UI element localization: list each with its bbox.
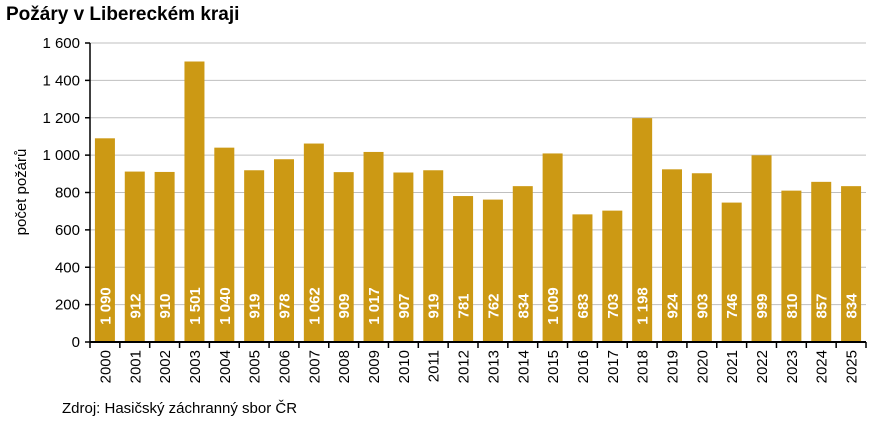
bar (482, 199, 503, 342)
x-tick-label: 2012 (456, 350, 473, 383)
bar (154, 171, 175, 342)
x-tick-label: 2000 (97, 350, 114, 383)
y-tick-label: 600 (55, 222, 80, 239)
data-label: 903 (694, 293, 711, 318)
data-label: 781 (456, 293, 473, 318)
bar (94, 138, 115, 342)
bar (244, 170, 265, 342)
y-tick-label: 400 (55, 259, 80, 276)
x-tick-label: 2015 (545, 350, 562, 383)
y-tick-label: 1 200 (42, 110, 80, 127)
y-tick-label: 1 600 (42, 35, 80, 52)
data-label: 1 009 (545, 287, 562, 325)
bar (811, 181, 832, 342)
data-label: 810 (784, 293, 801, 318)
y-tick-label: 0 (72, 334, 80, 351)
bar (333, 172, 354, 342)
x-tick-label: 2002 (157, 350, 174, 383)
x-tick-label: 2018 (635, 350, 652, 383)
data-label: 762 (485, 293, 502, 318)
x-tick-label: 2020 (694, 350, 711, 383)
data-label: 703 (605, 293, 622, 318)
data-label: 978 (277, 293, 294, 318)
data-label: 919 (247, 293, 264, 318)
data-label: 683 (575, 293, 592, 318)
bar (393, 172, 414, 342)
x-tick-label: 2004 (217, 350, 234, 383)
bar (632, 118, 653, 342)
bar (572, 214, 593, 342)
data-label: 857 (814, 293, 831, 318)
data-label: 924 (665, 293, 682, 319)
bar (274, 159, 294, 342)
bar (542, 153, 563, 342)
data-label: 910 (157, 293, 174, 318)
data-label: 912 (127, 293, 144, 318)
y-axis-label: počet požárů (13, 149, 30, 236)
data-label: 1 062 (306, 287, 323, 325)
bar (363, 151, 384, 342)
bar (124, 171, 145, 342)
x-tick-label: 2021 (724, 350, 741, 383)
x-tick-label: 2003 (187, 350, 204, 383)
bar (662, 169, 682, 342)
data-label: 834 (844, 293, 861, 319)
data-label: 907 (396, 293, 413, 318)
source-note: Zdroj: Hasičský záchranný sbor ČR (62, 400, 298, 417)
x-tick-label: 2013 (485, 350, 502, 383)
bar (751, 155, 772, 342)
bar (841, 186, 862, 342)
x-tick-label: 2017 (605, 350, 622, 383)
data-label: 834 (515, 293, 532, 319)
data-label: 1 017 (366, 287, 383, 325)
data-label: 1 198 (635, 287, 652, 325)
x-tick-label: 2010 (396, 350, 413, 383)
bar (721, 202, 742, 342)
x-tick-label: 2019 (665, 350, 682, 383)
data-label: 1 501 (187, 287, 204, 325)
x-tick-label: 2008 (336, 350, 353, 383)
x-tick-label: 2007 (306, 350, 323, 383)
x-tick-label: 2011 (426, 350, 443, 382)
data-label: 909 (336, 293, 353, 318)
bar (602, 210, 623, 342)
x-tick-label: 2005 (247, 350, 264, 383)
x-tick-label: 2024 (814, 350, 831, 383)
y-tick-label: 1 400 (42, 72, 80, 89)
x-tick-label: 2023 (784, 350, 801, 383)
x-tick-label: 2014 (515, 350, 532, 383)
chart-title: Požáry v Libereckém kraji (6, 4, 240, 25)
bar (691, 173, 712, 342)
y-tick-label: 200 (55, 297, 80, 314)
x-tick-label: 2001 (127, 350, 144, 383)
bar (781, 190, 802, 342)
y-tick-label: 800 (55, 185, 80, 202)
x-tick-label: 2006 (277, 350, 294, 383)
y-tick-label: 1 000 (42, 147, 80, 164)
bar (453, 196, 474, 342)
x-tick-label: 2022 (754, 350, 771, 383)
x-tick-label: 2016 (575, 350, 592, 383)
data-label: 919 (426, 293, 443, 318)
bar (184, 61, 205, 343)
bar (512, 186, 533, 342)
data-label: 1 040 (217, 287, 234, 325)
x-tick-label: 2025 (844, 350, 861, 383)
bar (214, 147, 235, 342)
data-label: 999 (754, 293, 771, 318)
data-label: 1 090 (97, 287, 114, 325)
x-tick-label: 2009 (366, 350, 383, 383)
bar (303, 143, 324, 342)
bar (423, 170, 444, 342)
data-label: 746 (724, 293, 741, 318)
